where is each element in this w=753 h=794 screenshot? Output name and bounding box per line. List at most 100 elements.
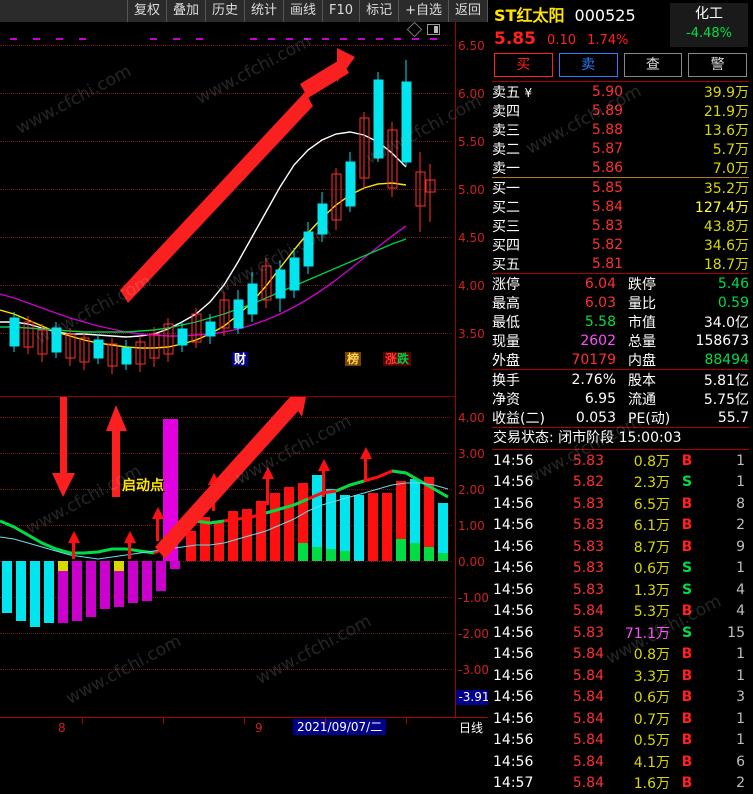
- tick-price: 5.83: [542, 582, 604, 598]
- toolbar-item-biaoji[interactable]: 标记: [359, 0, 398, 22]
- stat-key: 外盘: [492, 350, 554, 370]
- sell-button[interactable]: 卖: [559, 53, 618, 77]
- tick-time: 14:56: [490, 625, 542, 641]
- stock-code: 000525: [575, 6, 636, 25]
- tick-count: 2: [704, 775, 751, 791]
- tick-row[interactable]: 14:56 5.84 0.6万 B 3: [490, 687, 751, 709]
- stat-key: 涨停: [492, 274, 554, 294]
- toolbar-item-f10[interactable]: F10: [322, 0, 359, 22]
- bid-volume: 34.6万: [661, 235, 749, 255]
- ask-label: 卖四: [492, 101, 554, 121]
- orderbook-bids: 买一 5.85 35.2万 买二 5.84 127.4万 买三 5.83 43.…: [488, 178, 753, 273]
- tick-count: 1: [704, 732, 751, 748]
- bid-volume: 43.8万: [661, 216, 749, 236]
- badge-cai[interactable]: 财: [232, 352, 248, 366]
- chart-area[interactable]: 6.50 6.00 5.50 5.00 4.50 4.00 3.50: [0, 22, 488, 740]
- tick-row[interactable]: 14:56 5.84 0.8万 B 1: [490, 644, 751, 666]
- orderbook-row[interactable]: 买二 5.84 127.4万: [492, 197, 749, 216]
- orderbook-asks: 卖五 ¥ 5.90 39.9万 卖四 5.89 21.9万 卖三 5.88 13…: [488, 82, 753, 177]
- tick-time: 14:56: [490, 453, 542, 469]
- price-tick: 3.50: [458, 329, 485, 339]
- tick-row[interactable]: 14:56 5.83 71.1万 S 15: [490, 622, 751, 644]
- trade-status-bar: 交易状态: 闭市阶段 15:00:03: [488, 428, 753, 449]
- tick-row[interactable]: 14:56 5.83 8.7万 B 9: [490, 536, 751, 558]
- toolbar-item-diejia[interactable]: 叠加: [166, 0, 205, 22]
- toolbar-item-fuquan[interactable]: 复权: [127, 0, 166, 22]
- badge-zhangdie[interactable]: 涨跌: [383, 352, 411, 366]
- tick-price: 5.84: [542, 711, 604, 727]
- tick-time: 14:56: [490, 582, 542, 598]
- toolbar-item-tongji[interactable]: 统计: [244, 0, 283, 22]
- stock-name: ST红太阳: [494, 2, 564, 26]
- tick-time: 14:57: [490, 775, 542, 791]
- sector-badge[interactable]: 化工 -4.48%: [670, 3, 748, 47]
- period-label[interactable]: 日线: [459, 719, 483, 736]
- orderbook-row[interactable]: 卖五 ¥ 5.90 39.9万: [492, 82, 749, 101]
- ask-volume: 39.9万: [661, 82, 749, 102]
- stat-key: 总量: [620, 331, 676, 351]
- tick-row[interactable]: 14:56 5.84 5.3万 B 4: [490, 601, 751, 623]
- ask-volume: 7.0万: [661, 158, 749, 178]
- tick-time: 14:56: [490, 560, 542, 576]
- tick-price: 5.83: [542, 560, 604, 576]
- tick-row[interactable]: 14:56 5.84 4.1万 B 6: [490, 751, 751, 773]
- toolbar-item-lishi[interactable]: 历史: [205, 0, 244, 22]
- tick-side: S: [670, 582, 704, 598]
- stat-key: 跌停: [620, 274, 676, 294]
- orderbook-row[interactable]: 买一 5.85 35.2万: [492, 178, 749, 197]
- sector-change-pct: -4.48%: [670, 25, 748, 43]
- tick-volume: 2.3万: [604, 472, 670, 492]
- action-button-row: 买 卖 查 警: [488, 50, 753, 81]
- kline-panel[interactable]: 6.50 6.00 5.50 5.00 4.50 4.00 3.50: [0, 22, 488, 397]
- tick-row[interactable]: 14:56 5.82 2.3万 S 1: [490, 472, 751, 494]
- indicator-tick: 2.00: [458, 485, 485, 495]
- orderbook-row[interactable]: 卖四 5.89 21.9万: [492, 101, 749, 120]
- stat-value: 2.76%: [554, 372, 620, 388]
- stat-value: 6.03: [554, 295, 620, 311]
- tick-row[interactable]: 14:56 5.83 6.5万 B 8: [490, 493, 751, 515]
- price-tick: 6.50: [458, 41, 485, 51]
- tick-row[interactable]: 14:56 5.84 3.3万 B 1: [490, 665, 751, 687]
- toolbar-item-zixuan[interactable]: +自选: [398, 0, 448, 22]
- tick-row[interactable]: 14:56 5.83 1.3万 S 4: [490, 579, 751, 601]
- sector-name: 化工: [670, 3, 748, 25]
- orderbook-row[interactable]: 卖三 5.88 13.6万: [492, 120, 749, 139]
- bid-price: 5.82: [554, 237, 661, 253]
- orderbook-row[interactable]: 买五 5.81 18.7万: [492, 254, 749, 273]
- tick-side: B: [670, 517, 704, 533]
- bid-volume: 127.4万: [661, 197, 749, 217]
- tick-row[interactable]: 14:56 5.83 0.6万 S 1: [490, 558, 751, 580]
- tick-row[interactable]: 14:56 5.83 0.8万 B 1: [490, 450, 751, 472]
- quote-header: ST红太阳 000525 5.85 0.10 1.74% 化工 -4.48%: [488, 0, 753, 50]
- stats-row: 最低 5.58 市值 34.0亿: [492, 312, 749, 331]
- down-arrow: [52, 397, 75, 497]
- orderbook-row[interactable]: 买四 5.82 34.6万: [492, 235, 749, 254]
- tick-row[interactable]: 14:56 5.84 0.7万 B 1: [490, 708, 751, 730]
- tick-list[interactable]: 14:56 5.83 0.8万 B 1 14:56 5.82 2.3万 S 1 …: [488, 450, 753, 794]
- bid-price: 5.81: [554, 256, 661, 272]
- tick-volume: 0.7万: [604, 709, 670, 729]
- tick-volume: 0.6万: [604, 558, 670, 578]
- stat-key: 现量: [492, 331, 554, 351]
- tick-row[interactable]: 14:56 5.83 6.1万 B 2: [490, 515, 751, 537]
- toolbar-item-huaxian[interactable]: 画线: [283, 0, 322, 22]
- tick-row[interactable]: 14:57 5.84 1.6万 B 2: [490, 773, 751, 794]
- last-price: 5.85: [494, 29, 536, 49]
- tick-count: 4: [704, 582, 751, 598]
- indicator-tick: -3.00: [458, 665, 489, 675]
- orderbook-row[interactable]: 卖一 5.86 7.0万: [492, 158, 749, 177]
- tick-time: 14:56: [490, 668, 542, 684]
- tick-time: 14:56: [490, 646, 542, 662]
- stat-value: 158673: [676, 333, 749, 349]
- buy-button[interactable]: 买: [494, 53, 553, 77]
- query-button[interactable]: 查: [624, 53, 683, 77]
- orderbook-row[interactable]: 卖二 5.87 5.7万: [492, 139, 749, 158]
- tick-volume: 0.5万: [604, 730, 670, 750]
- tick-row[interactable]: 14:56 5.84 0.5万 B 1: [490, 730, 751, 752]
- indicator-panel[interactable]: 4.00 3.00 2.00 1.00 0.00 -1.00 -2.00 -3.…: [0, 397, 488, 717]
- orderbook-row[interactable]: 买三 5.83 43.8万: [492, 216, 749, 235]
- tick-volume: 6.1万: [604, 515, 670, 535]
- toolbar-item-fanhui[interactable]: 返回: [448, 0, 488, 22]
- alert-button[interactable]: 警: [688, 53, 747, 77]
- badge-bang[interactable]: 榜: [345, 352, 361, 366]
